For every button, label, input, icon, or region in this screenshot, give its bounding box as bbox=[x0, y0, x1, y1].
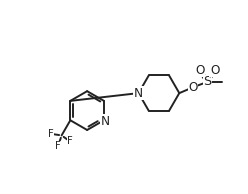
Text: S: S bbox=[203, 75, 211, 88]
Text: O: O bbox=[195, 64, 205, 77]
Text: N: N bbox=[100, 115, 109, 128]
Text: N: N bbox=[134, 87, 143, 100]
Text: F: F bbox=[55, 141, 61, 151]
Text: F: F bbox=[48, 129, 54, 139]
Text: O: O bbox=[188, 81, 198, 94]
Text: O: O bbox=[210, 64, 219, 77]
Text: F: F bbox=[67, 136, 73, 146]
